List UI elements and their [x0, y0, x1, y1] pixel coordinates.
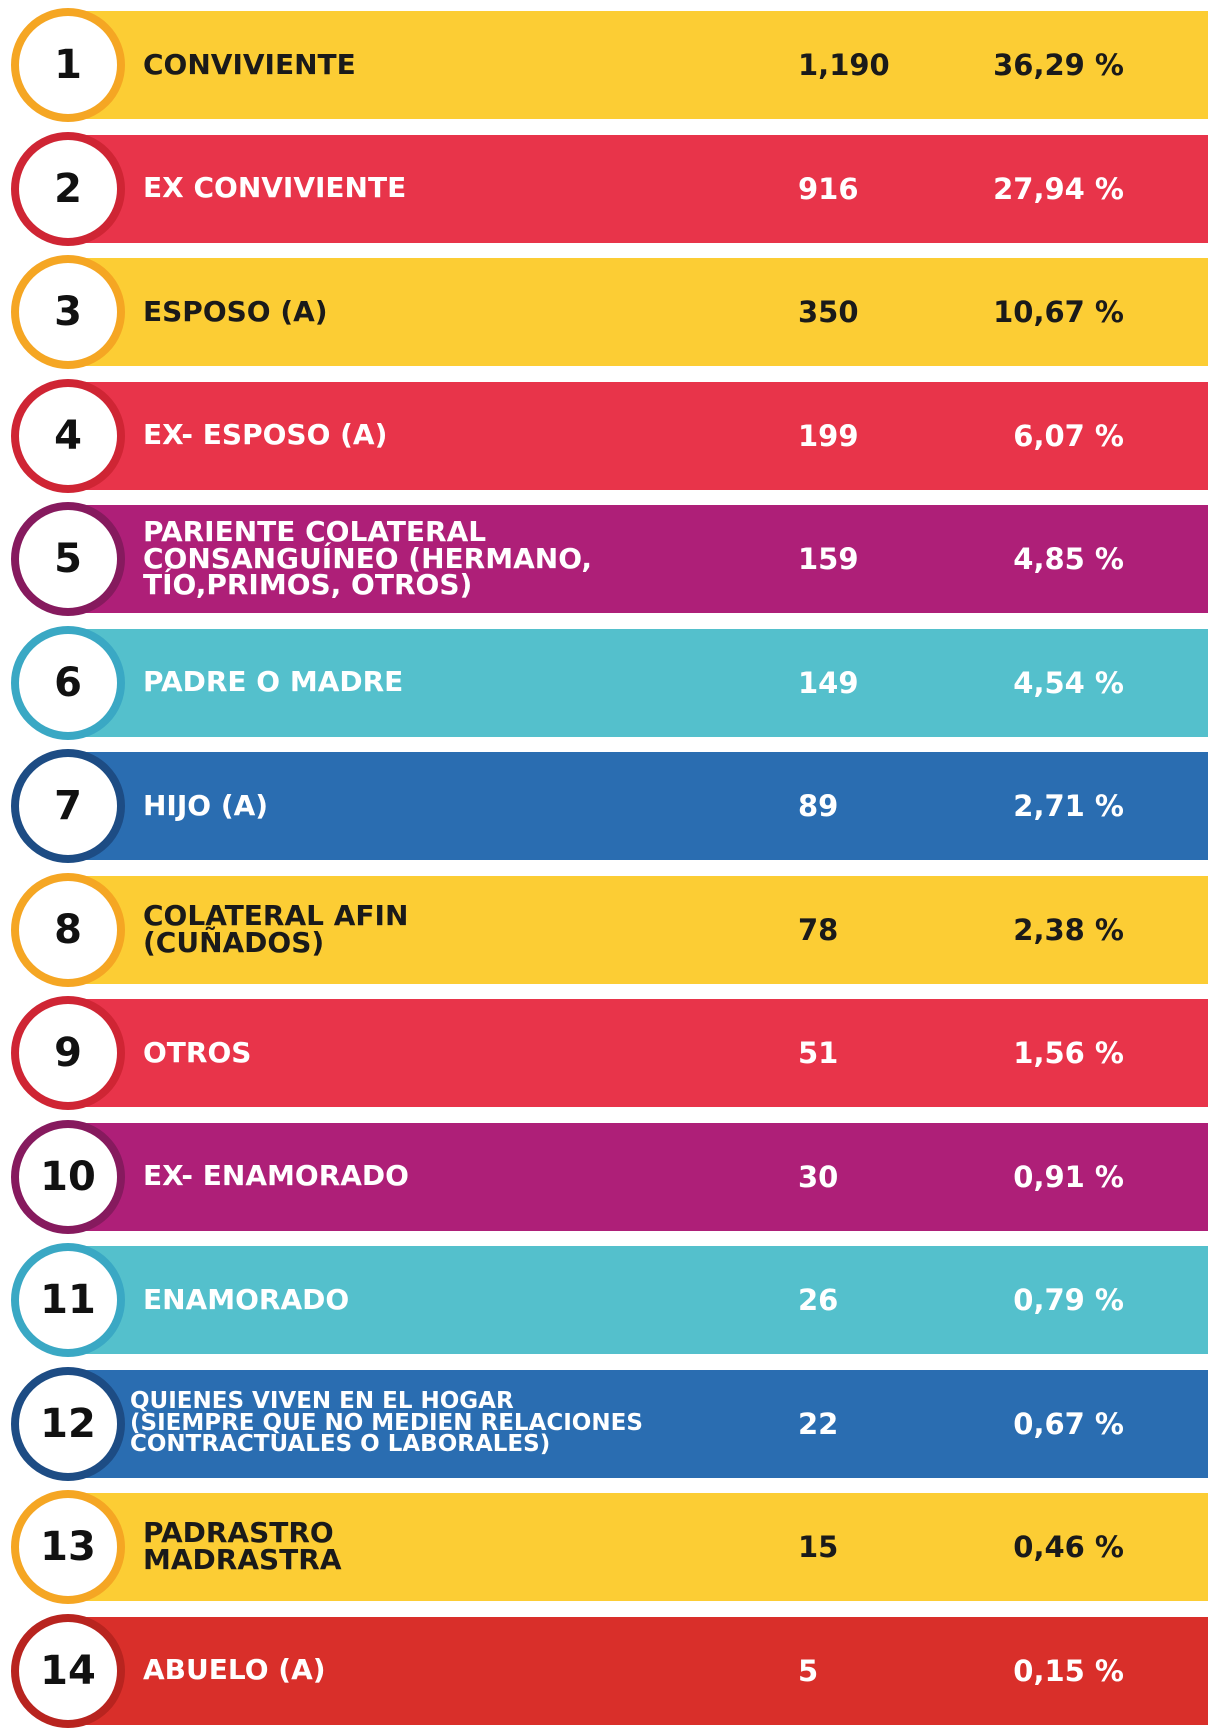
row: 5 PARIENTE COLATERAL CONSANGUÍNEO (HERMANO…: [11, 502, 1208, 616]
count: 350: [798, 295, 859, 329]
percent: 1,56 %: [1013, 1036, 1124, 1070]
count: 1,190: [798, 48, 890, 82]
label-line: CONTRACTUALES O LABORALES): [130, 1431, 551, 1458]
percent: 10,67 %: [993, 295, 1124, 329]
percent: 2,38 %: [1013, 912, 1124, 947]
relation-label: PARIENTE COLATERAL CONSANGUÍNEO (HERMANO,…: [143, 505, 592, 613]
count: 5: [798, 1653, 819, 1688]
label-line: CONVIVIENTE: [143, 47, 356, 81]
percent: 27,94 %: [993, 171, 1124, 206]
label-line: PARIENTE COLATERAL: [143, 515, 487, 549]
count: 15: [798, 1530, 839, 1564]
count: 78: [798, 912, 839, 947]
rank-badge: 13: [11, 1490, 125, 1604]
row: 7 HIJO (A) 89 2,71 %: [11, 749, 1208, 863]
rank-badge: 9: [11, 996, 125, 1110]
count: 51: [798, 1036, 839, 1070]
label-line: MADRASTRA: [143, 1543, 342, 1576]
count: 916: [798, 171, 859, 206]
label-line: HIJO (A): [143, 788, 269, 822]
label-line: ESPOSO (A): [143, 294, 328, 328]
count: 199: [798, 418, 859, 453]
relation-label: COLATERAL AFIN (CUÑADOS): [143, 876, 408, 984]
count: 159: [798, 542, 859, 576]
relation-label: OTROS: [143, 999, 251, 1107]
relation-label: PADRE O MADRE: [143, 629, 403, 737]
percent: 0,79 %: [1013, 1283, 1124, 1317]
label-line: ABUELO (A): [143, 1653, 326, 1687]
rank-badge: 10: [11, 1119, 125, 1234]
rank-badge: 11: [11, 1243, 125, 1357]
row: 11 ENAMORADO 26 0,79 %: [11, 1243, 1208, 1357]
rank-badge: 3: [11, 255, 125, 369]
relation-label: EX- ENAMORADO: [143, 1123, 409, 1231]
label-line: (SIEMPRE QUE NO MEDIEN RELACIONES: [130, 1409, 643, 1436]
percent: 4,54 %: [1013, 665, 1124, 700]
row: 2 EX CONVIVIENTE 916 27,94 %: [11, 131, 1208, 246]
row: 14 ABUELO (A) 5 0,15 %: [11, 1613, 1208, 1728]
row: 3 ESPOSO (A) 350 10,67 %: [11, 255, 1208, 369]
rank-badge: 2: [11, 131, 125, 246]
row: 13 PADRASTRO MADRASTRA 15 0,46 %: [11, 1490, 1208, 1604]
label-line: (CUÑADOS): [143, 925, 325, 959]
rank-badge: 7: [11, 749, 125, 863]
relation-label: EX CONVIVIENTE: [143, 135, 406, 243]
relation-label: PADRASTRO MADRASTRA: [143, 1493, 342, 1601]
label-line: EX- ENAMORADO: [143, 1159, 409, 1193]
count: 149: [798, 665, 859, 700]
label-line: PADRASTRO: [143, 1516, 334, 1550]
label-line: EX- ESPOSO (A): [143, 418, 388, 452]
row: 1 CONVIVIENTE 1,190 36,29 %: [11, 8, 1208, 122]
row: 12 QUIENES VIVEN EN EL HOGAR (SIEMPRE QUE …: [11, 1366, 1208, 1481]
relation-label: QUIENES VIVEN EN EL HOGAR (SIEMPRE QUE NO…: [130, 1370, 643, 1478]
relation-label: EX- ESPOSO (A): [143, 382, 387, 490]
percent: 6,07 %: [1013, 418, 1124, 453]
label-line: ENAMORADO: [143, 1282, 350, 1316]
row: 6 PADRE O MADRE 149 4,54 %: [11, 625, 1208, 740]
percent: 0,46 %: [1013, 1530, 1124, 1564]
percent: 0,15 %: [1013, 1653, 1124, 1688]
count: 22: [798, 1406, 839, 1441]
relation-label: ABUELO (A): [143, 1617, 326, 1725]
percent: 2,71 %: [1013, 789, 1124, 823]
label-line: COLATERAL AFIN: [143, 898, 409, 932]
row: 8 COLATERAL AFIN (CUÑADOS) 78 2,38 %: [11, 872, 1208, 987]
rank-badge: 5: [11, 502, 125, 616]
relation-label: ESPOSO (A): [143, 258, 328, 366]
relation-label: ENAMORADO: [143, 1246, 349, 1354]
percent: 0,91 %: [1013, 1159, 1124, 1194]
label-line: OTROS: [143, 1035, 252, 1069]
count: 30: [798, 1159, 839, 1194]
label-line: CONSANGUÍNEO (HERMANO,: [143, 541, 593, 575]
percent: 0,67 %: [1013, 1406, 1124, 1441]
label-line: EX CONVIVIENTE: [143, 171, 407, 205]
rank-badge: 12: [11, 1366, 125, 1481]
rank-badge: 6: [11, 625, 125, 740]
row: 10 EX- ENAMORADO 30 0,91 %: [11, 1119, 1208, 1234]
rank-badge: 14: [11, 1613, 125, 1728]
rank-badge: 1: [11, 8, 125, 122]
label-line: QUIENES VIVEN EN EL HOGAR: [130, 1387, 514, 1414]
rank-badge: 8: [11, 872, 125, 987]
label-line: TÍO,PRIMOS, OTROS): [143, 568, 473, 602]
percent: 4,85 %: [1013, 542, 1124, 576]
label-line: PADRE O MADRE: [143, 665, 404, 699]
row: 4 EX- ESPOSO (A) 199 6,07 %: [11, 378, 1208, 493]
count: 26: [798, 1283, 839, 1317]
rank-badge: 4: [11, 378, 125, 493]
count: 89: [798, 789, 839, 823]
relation-label: CONVIVIENTE: [143, 11, 356, 119]
relation-label: HIJO (A): [143, 752, 268, 860]
row: 9 OTROS 51 1,56 %: [11, 996, 1208, 1110]
percent: 36,29 %: [993, 48, 1124, 82]
